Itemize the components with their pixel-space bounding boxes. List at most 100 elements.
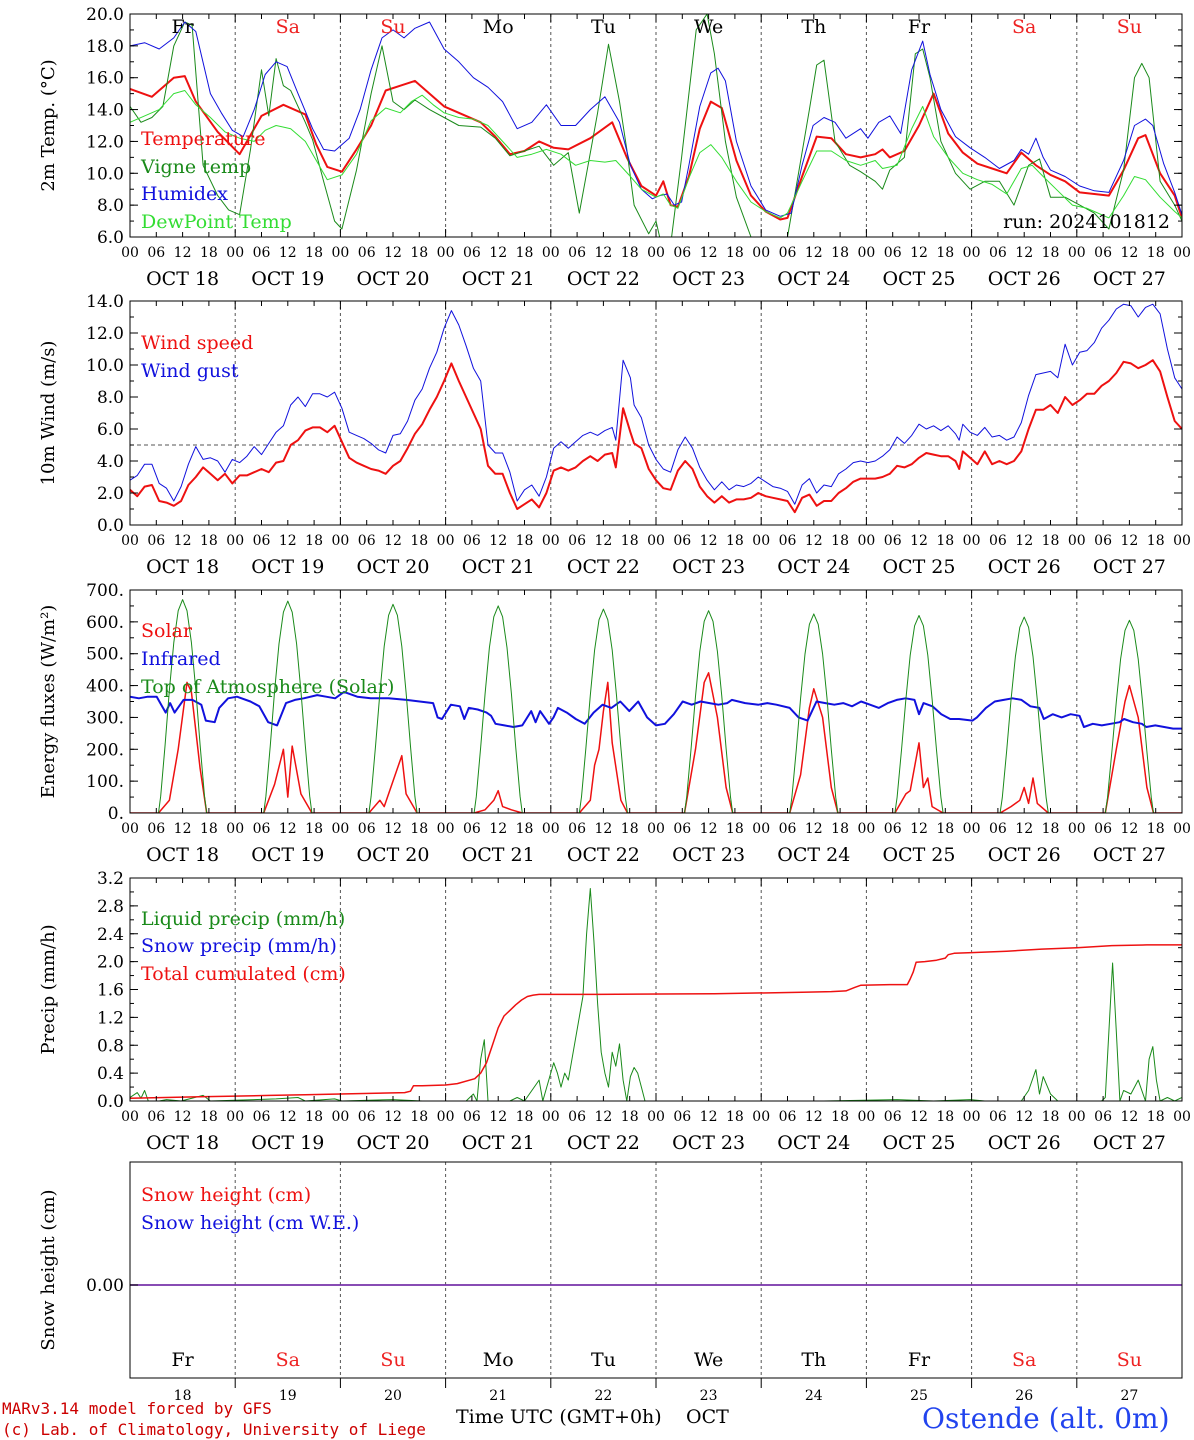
x-date-label: OCT 24	[777, 268, 850, 290]
x-hour-label: 18	[410, 821, 428, 837]
y-tick-label: 12.0	[86, 132, 124, 152]
x-hour-label: 06	[358, 821, 376, 837]
x-hour-label: 18	[516, 533, 534, 549]
y-tick-label: 600.	[86, 613, 124, 633]
y-axis-label: Snow height (cm)	[38, 1189, 59, 1350]
x-hour-label: 00	[1068, 245, 1086, 261]
legend-entry: Liquid precip (mm/h)	[141, 908, 345, 930]
y-tick-label: 1.2	[97, 1008, 124, 1028]
x-hour-label: 18	[621, 1109, 639, 1125]
x-hour-label: 00	[1173, 533, 1191, 549]
day-of-week-label: Sa	[276, 16, 300, 38]
x-hour-label: 00	[226, 245, 244, 261]
x-date-label: OCT 27	[1093, 1132, 1166, 1154]
panels: 6.0 8.0 10.0 12.0 14.0 16.0 18.0 20.0 00 06 12 18 00…	[38, 5, 1191, 1404]
x-hour-label: 12	[384, 245, 402, 261]
x-date-label: OCT 22	[567, 268, 640, 290]
x-day-number: 25	[910, 1388, 928, 1404]
x-hour-label: 18	[936, 533, 954, 549]
x-date-label: OCT 19	[251, 268, 324, 290]
x-hour-label: 06	[147, 533, 165, 549]
day-of-week-label: Fr	[908, 1349, 931, 1371]
x-date-label: OCT 24	[777, 1132, 850, 1154]
x-hour-label: 12	[384, 1109, 402, 1125]
x-hour-label: 06	[989, 533, 1007, 549]
series-line-total-cumulated-cm-	[130, 944, 1182, 1099]
legend-entry: Solar	[141, 620, 193, 642]
x-hour-label: 06	[1094, 533, 1112, 549]
x-hour-label: 06	[253, 533, 271, 549]
day-of-week-label: Mo	[483, 16, 514, 38]
y-tick-label: 10.0	[86, 164, 124, 184]
x-hour-label: 06	[1094, 1109, 1112, 1125]
x-date-label: OCT 20	[356, 556, 429, 578]
x-hour-label: 00	[437, 533, 455, 549]
x-hour-label: 06	[147, 1109, 165, 1125]
x-date-label: OCT 18	[146, 1132, 219, 1154]
x-date-label: OCT 20	[356, 1132, 429, 1154]
x-hour-label: 18	[305, 821, 323, 837]
series-line-dewpoint-temp	[130, 90, 1182, 219]
x-hour-label: 06	[779, 1109, 797, 1125]
x-date-label: OCT 19	[251, 844, 324, 866]
x-hour-label: 18	[516, 1109, 534, 1125]
x-day-number: 19	[279, 1388, 297, 1404]
x-hour-label: 12	[700, 245, 718, 261]
x-date-label: OCT 26	[988, 844, 1061, 866]
y-tick-label: 16.0	[86, 69, 124, 89]
series-group	[130, 599, 1182, 813]
x-hour-label: 06	[884, 1109, 902, 1125]
x-hour-label: 00	[331, 533, 349, 549]
x-hour-label: 18	[726, 533, 744, 549]
x-hour-label: 00	[1068, 1109, 1086, 1125]
day-of-week-label: Th	[801, 1349, 826, 1371]
x-hour-label: 12	[1120, 821, 1138, 837]
x-hour-label: 00	[752, 245, 770, 261]
x-hour-label: 06	[989, 821, 1007, 837]
panel-4: 0.0 0.4 0.8 1.2 1.6 2.0 2.4 2.8 3.2 00 06 12 18 00 06 1…	[38, 869, 1191, 1154]
x-hour-label: 06	[673, 1109, 691, 1125]
x-hour-label: 18	[936, 1109, 954, 1125]
x-hour-label: 06	[147, 821, 165, 837]
y-axis-label: 2m Temp. (°C)	[38, 59, 59, 191]
x-hour-label: 12	[489, 1109, 507, 1125]
x-hour-label: 18	[410, 245, 428, 261]
x-hour-label: 18	[1042, 1109, 1060, 1125]
x-hour-label: 00	[963, 821, 981, 837]
x-date-label: OCT 23	[672, 844, 745, 866]
x-hour-label: 12	[174, 245, 192, 261]
y-axis-label: Energy fluxes (W/m²)	[38, 605, 59, 799]
x-date-label: OCT 19	[251, 556, 324, 578]
x-hour-label: 00	[963, 245, 981, 261]
x-hour-label: 18	[410, 1109, 428, 1125]
x-hour-label: 06	[568, 1109, 586, 1125]
x-day-number: 24	[805, 1388, 823, 1404]
x-hour-label: 12	[910, 821, 928, 837]
x-hour-label: 00	[857, 533, 875, 549]
x-hour-label: 18	[1042, 533, 1060, 549]
x-hour-label: 12	[1015, 245, 1033, 261]
x-hour-label: 18	[831, 1109, 849, 1125]
x-hour-label: 00	[226, 1109, 244, 1125]
x-hour-label: 06	[568, 821, 586, 837]
x-hour-label: 06	[884, 533, 902, 549]
x-hour-label: 12	[910, 245, 928, 261]
footer: MARv3.14 model forced by GFS (c) Lab. of…	[2, 1399, 1170, 1439]
y-tick-label: 0.8	[97, 1036, 124, 1056]
x-hour-label: 06	[463, 533, 481, 549]
x-date-label: OCT 21	[462, 556, 535, 578]
legend-entry: Wind speed	[141, 332, 253, 354]
y-tick-label: 500.	[86, 645, 124, 665]
x-hour-label: 12	[1015, 533, 1033, 549]
series-line-infrared	[130, 690, 1182, 730]
x-hour-label: 00	[1068, 533, 1086, 549]
x-hour-label: 12	[174, 1109, 192, 1125]
x-hour-label: 12	[279, 821, 297, 837]
x-date-label: OCT 24	[777, 844, 850, 866]
x-date-label: OCT 26	[988, 1132, 1061, 1154]
x-hour-label: 06	[1094, 245, 1112, 261]
x-date-label: OCT 23	[672, 268, 745, 290]
panel-5: 0.00 18 19 20 21 22 23 24 25 26 27 Fr Sa Su Mo Tu We Th Fr…	[38, 1161, 1183, 1404]
x-hour-label: 06	[568, 245, 586, 261]
